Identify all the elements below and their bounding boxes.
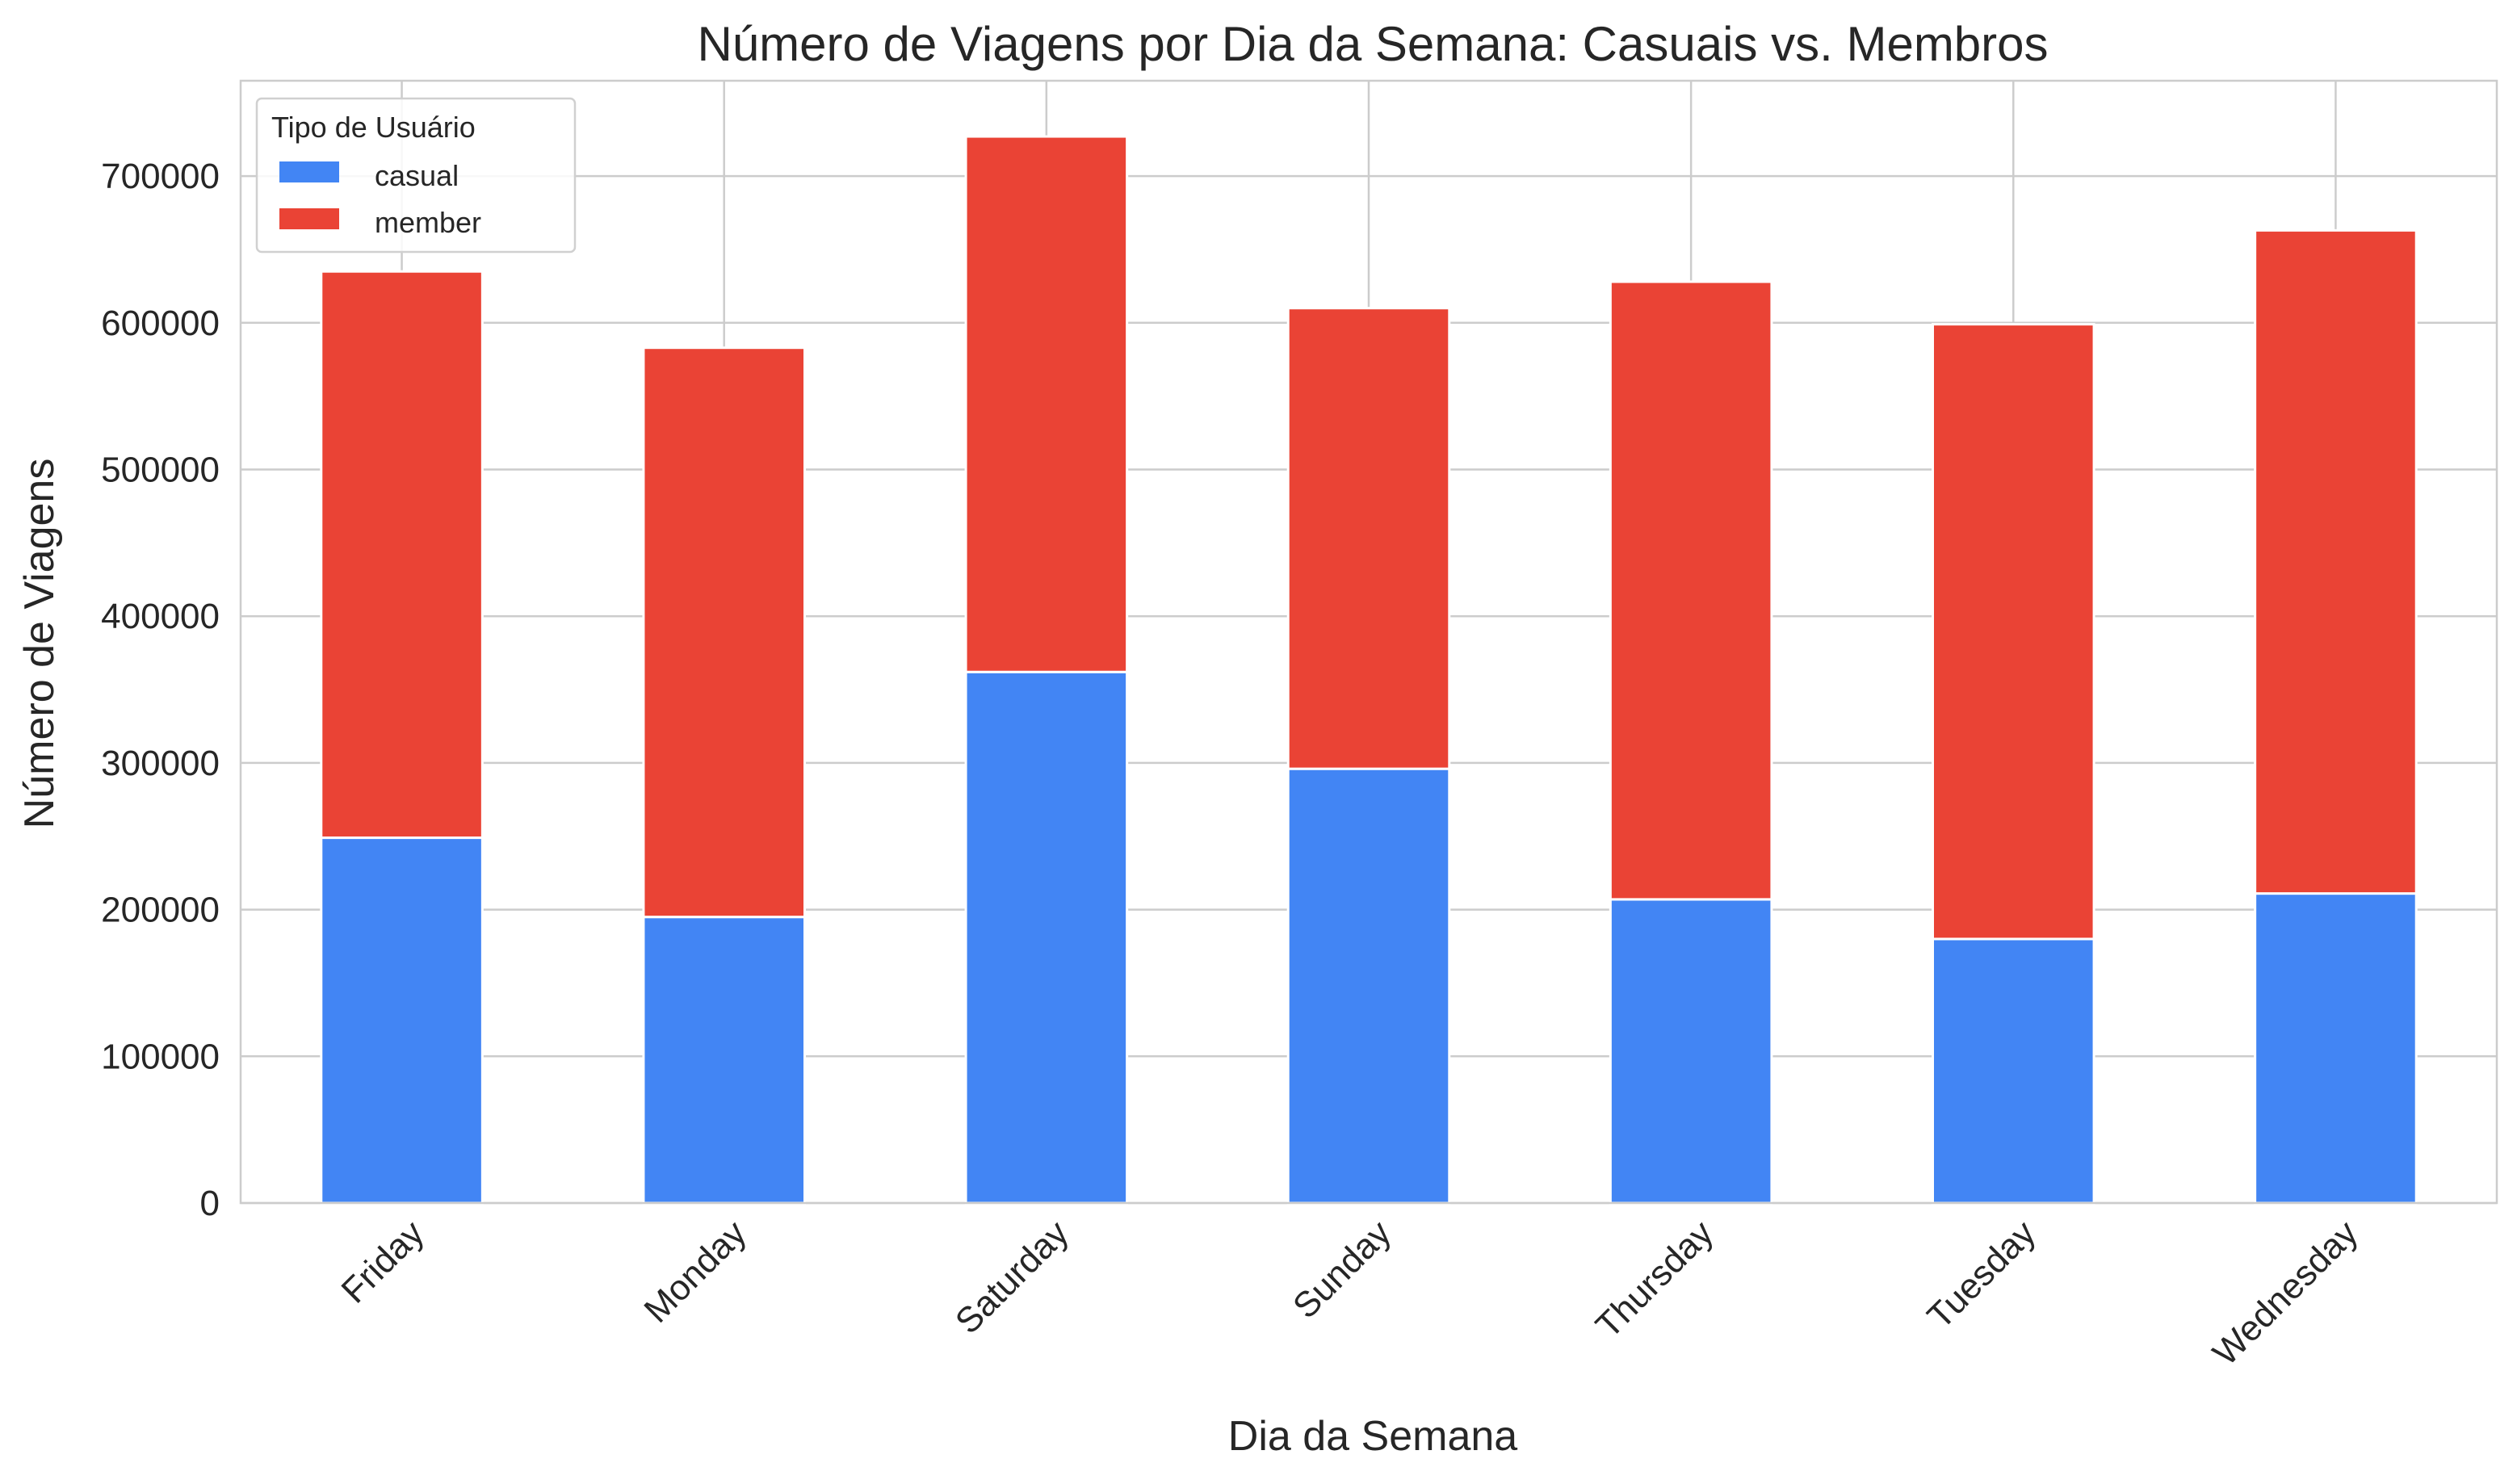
x-tick-label: Monday <box>636 1213 753 1330</box>
x-tick-label: Wednesday <box>2205 1213 2365 1373</box>
y-tick-label: 0 <box>200 1184 220 1223</box>
y-tick-label: 100000 <box>101 1037 220 1076</box>
legend-label-member: member <box>375 206 481 239</box>
x-tick-label: Tuesday <box>1920 1213 2044 1336</box>
chart-title: Número de Viagens por Dia da Semana: Cas… <box>697 17 2048 71</box>
bar-member-tuesday <box>1932 323 2095 941</box>
y-tick-label: 500000 <box>101 451 220 490</box>
bar-casual-monday <box>642 916 807 1205</box>
x-axis-title: Dia da Semana <box>1228 1413 1518 1460</box>
bar-casual-thursday <box>1609 898 1773 1205</box>
bar-member-friday <box>320 270 484 840</box>
y-tick-label: 600000 <box>101 304 220 343</box>
y-tick-label: 200000 <box>101 891 220 930</box>
bar-member-wednesday <box>2254 228 2418 895</box>
y-axis-ticks: 0 100000 200000 300000 400000 500000 600000 700… <box>101 157 220 1223</box>
bar-casual-friday <box>320 836 484 1205</box>
y-tick-label: 400000 <box>101 597 220 636</box>
bar-casual-sunday <box>1286 767 1451 1205</box>
legend-title: Tipo de Usuário <box>271 111 476 144</box>
y-tick-label: 700000 <box>101 157 220 196</box>
bar-casual-tuesday <box>1932 937 2095 1205</box>
bar-member-thursday <box>1609 280 1773 901</box>
x-tick-label: Sunday <box>1286 1213 1399 1326</box>
legend-label-casual: casual <box>375 159 459 192</box>
x-tick-label: Friday <box>334 1213 432 1310</box>
legend-swatch-member <box>279 208 339 229</box>
y-axis-title: Número de Viagens <box>16 459 63 829</box>
legend-swatch-casual <box>279 161 339 182</box>
y-tick-label: 300000 <box>101 744 220 783</box>
x-axis-ticks: Friday Monday Saturday Sunday Thursday Tuesda… <box>334 1213 2366 1373</box>
bar-member-saturday <box>964 135 1129 673</box>
bar-casual-wednesday <box>2254 892 2418 1205</box>
bar-casual-saturday <box>964 670 1129 1205</box>
bars <box>320 135 2418 1205</box>
x-tick-label: Saturday <box>948 1213 1076 1341</box>
bar-member-sunday <box>1286 307 1451 770</box>
plot-area-frame <box>239 79 2498 1205</box>
x-tick-label: Thursday <box>1588 1213 1721 1345</box>
bar-member-monday <box>642 346 807 919</box>
legend: Tipo de Usuário casual member <box>255 97 577 254</box>
